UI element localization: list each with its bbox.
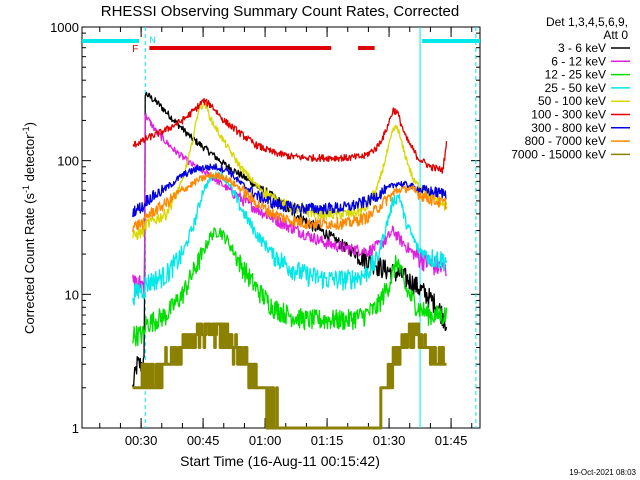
legend-header-detectors: Det 1,3,4,5,6,9, <box>546 15 628 29</box>
legend-label: 100 - 300 keV <box>531 108 606 122</box>
legend-label: 6 - 12 keV <box>551 54 606 68</box>
y-tick-label: 1000 <box>50 20 79 35</box>
series-line-6 <box>132 97 448 174</box>
series-line-9 <box>132 322 448 430</box>
x-axis-label: Start Time (16-Aug-11 00:15:42) <box>180 453 380 469</box>
footer-timestamp: 19-Oct-2021 08:03 <box>569 468 636 477</box>
y-axis-label: Corrected Count Rate (s-1 detector-1) <box>21 122 37 334</box>
y-tick-label: 1 <box>72 421 79 436</box>
x-tick-label: 01:00 <box>249 433 282 448</box>
legend-label: 50 - 100 keV <box>538 94 606 108</box>
series-line-2 <box>132 112 447 296</box>
legend-label: 3 - 6 keV <box>558 41 606 55</box>
flag-label-f: F <box>132 44 138 55</box>
series-line-7 <box>132 163 447 218</box>
y-tick-label: 100 <box>57 154 79 169</box>
legend-label: 7000 - 15000 keV <box>511 147 606 161</box>
chart-title: RHESSI Observing Summary Count Rates, Co… <box>101 3 459 20</box>
plot-area: 1 10 100 1000 00:30 00:45 01:00 01:15 01:30 01:45… <box>50 20 481 448</box>
series-line-8 <box>132 171 448 233</box>
x-tick-label: 01:45 <box>435 433 468 448</box>
legend-label: 300 - 800 keV <box>531 121 606 135</box>
series-line-4 <box>132 171 448 306</box>
x-tick-label: 01:30 <box>373 433 406 448</box>
flag-label-n: N <box>149 35 156 45</box>
legend-label: 25 - 50 keV <box>545 81 606 95</box>
legend-label: 800 - 7000 keV <box>525 134 606 148</box>
legend-header-attenuator: Att 0 <box>603 28 628 42</box>
x-tick-label: 01:15 <box>311 433 344 448</box>
series-line-3 <box>132 227 448 347</box>
legend-label: 12 - 25 keV <box>545 68 606 82</box>
x-tick-label: 00:45 <box>187 433 220 448</box>
x-tick-label: 00:30 <box>125 433 158 448</box>
y-tick-label: 10 <box>65 287 79 302</box>
